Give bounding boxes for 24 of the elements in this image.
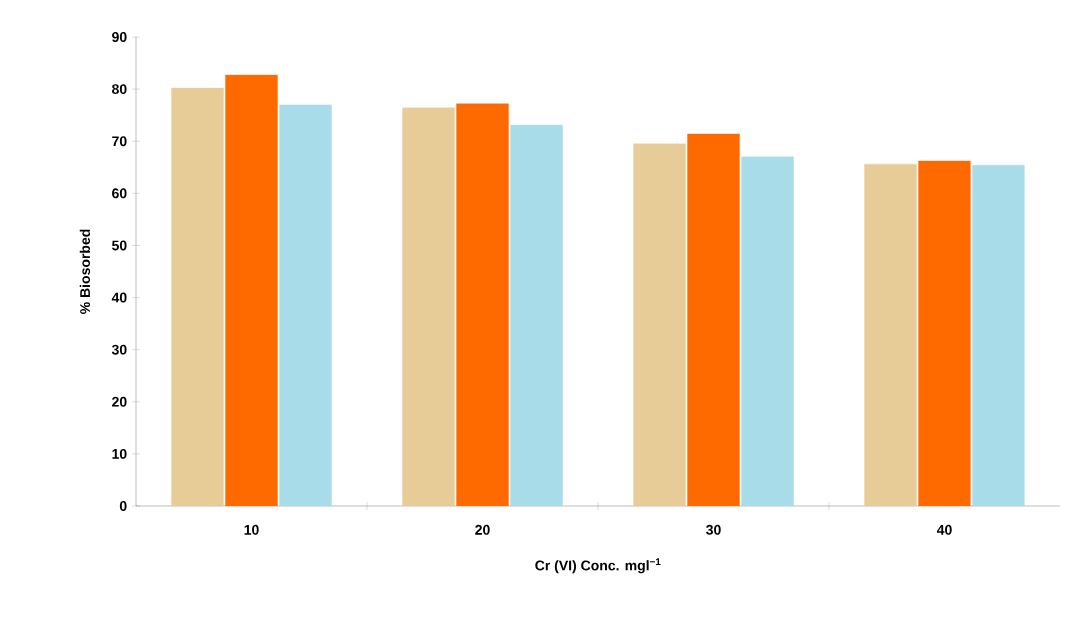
y-tick-label: 0 [119,501,127,511]
bar [972,164,1025,506]
bar [510,124,563,506]
y-tick-label: 80 [112,84,127,95]
y-tick-label: 40 [111,292,127,303]
x-tick-label: 20 [475,524,490,535]
y-axis-title: % Biosorbed [79,229,91,314]
bar [171,87,224,506]
y-tick-label: 30 [111,344,127,355]
x-tick-label: 40 [936,524,952,535]
bar [279,104,332,506]
bar [864,163,917,506]
y-tick-label: 90 [112,32,127,42]
y-tick-label: 20 [112,396,127,407]
y-tick-label: 60 [112,188,127,199]
y-tick-label: 50 [111,240,127,251]
bar [633,143,686,506]
x-axis-title: Cr (VI) Conc. mgl$^{−1}$ [535,558,661,574]
y-tick-label: 10 [112,448,127,459]
bar [741,156,794,506]
bar [402,107,455,506]
x-tick-label: 10 [244,524,259,535]
x-tick-label: 30 [706,524,721,535]
y-tick-label: 70 [112,136,127,147]
